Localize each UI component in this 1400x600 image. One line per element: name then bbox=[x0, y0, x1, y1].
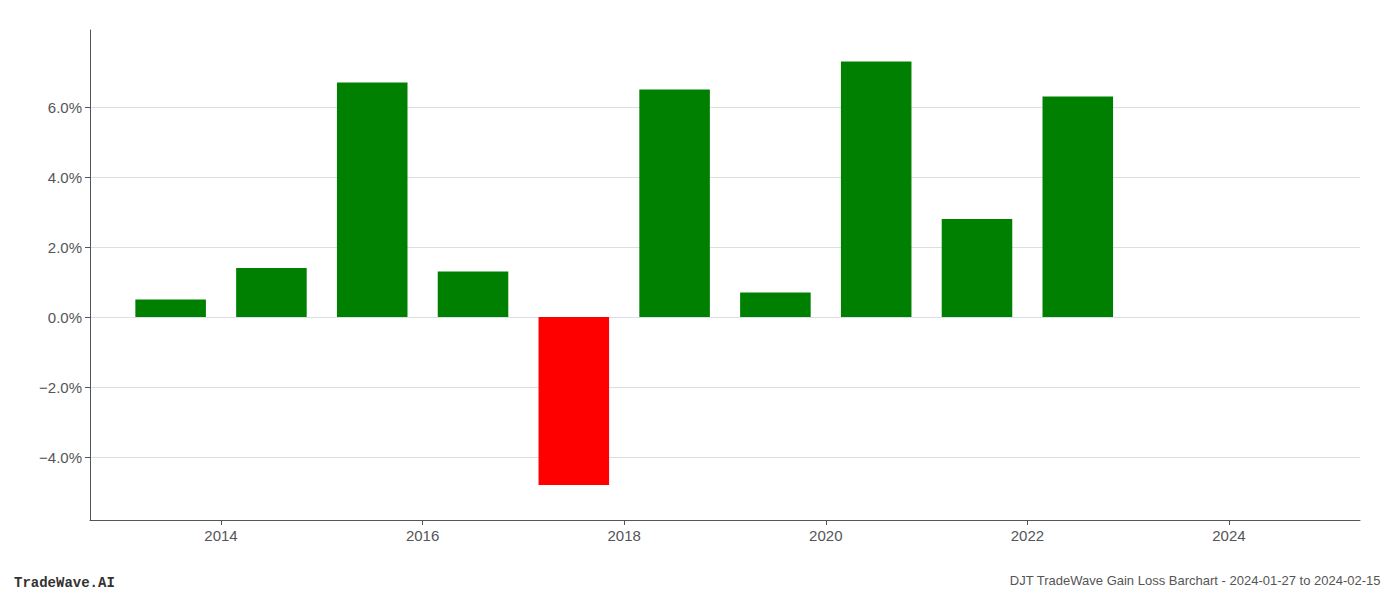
svg-text:2.0%: 2.0% bbox=[48, 239, 82, 256]
svg-text:0.0%: 0.0% bbox=[48, 309, 82, 326]
svg-text:2022: 2022 bbox=[1011, 527, 1044, 544]
svg-text:6.0%: 6.0% bbox=[48, 99, 82, 116]
svg-text:2014: 2014 bbox=[204, 527, 237, 544]
svg-text:DJT TradeWave Gain Loss Barcha: DJT TradeWave Gain Loss Barchart - 2024-… bbox=[1010, 573, 1381, 588]
svg-text:2024: 2024 bbox=[1212, 527, 1245, 544]
svg-text:2020: 2020 bbox=[809, 527, 842, 544]
svg-text:2018: 2018 bbox=[608, 527, 641, 544]
svg-text:2016: 2016 bbox=[406, 527, 439, 544]
svg-text:TradeWave.AI: TradeWave.AI bbox=[14, 575, 115, 591]
svg-text:−4.0%: −4.0% bbox=[39, 449, 82, 466]
svg-text:4.0%: 4.0% bbox=[48, 169, 82, 186]
svg-text:−2.0%: −2.0% bbox=[39, 379, 82, 396]
